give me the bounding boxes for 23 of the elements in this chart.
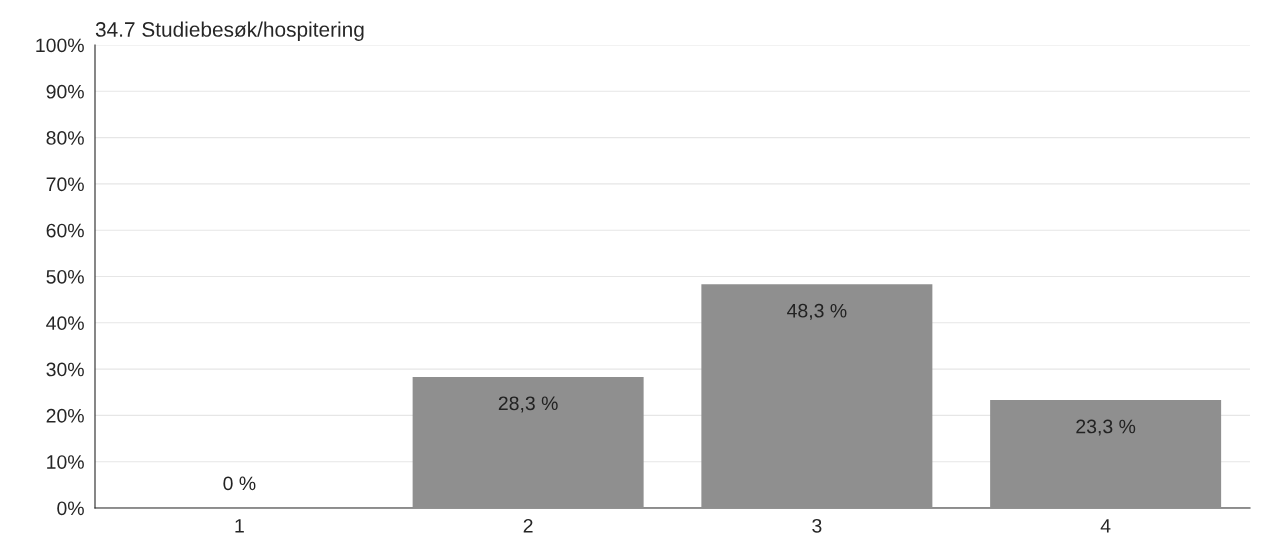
y-tick-label: 20% — [46, 408, 84, 423]
x-tick-label: 1 — [235, 519, 244, 533]
y-tick-label: 80% — [46, 131, 84, 145]
bar — [701, 284, 933, 508]
y-tick-label: 60% — [46, 223, 84, 238]
data-label: 48,3 % — [787, 303, 847, 320]
y-tick-label: 40% — [46, 316, 84, 331]
y-tick-label: 100% — [36, 38, 84, 53]
data-label: 23,3 % — [1076, 419, 1136, 436]
y-tick-label: 0% — [57, 501, 84, 516]
y-tick-label: 90% — [46, 84, 84, 99]
y-tick-label: 30% — [46, 362, 84, 377]
y-tick-label: 10% — [47, 455, 84, 469]
bar — [412, 376, 644, 508]
data-label: 0 % — [223, 476, 256, 491]
y-tick-label: 70% — [46, 177, 84, 192]
x-tick-label: 3 — [812, 518, 822, 533]
bar — [990, 400, 1222, 508]
chart-title: 34.7 Studiebesøk/hospitering — [95, 21, 364, 41]
y-tick-label: 50% — [46, 269, 84, 284]
data-label: 28,3 % — [498, 396, 558, 413]
x-tick-label: 2 — [523, 518, 533, 533]
x-tick-label: 4 — [1100, 519, 1111, 533]
